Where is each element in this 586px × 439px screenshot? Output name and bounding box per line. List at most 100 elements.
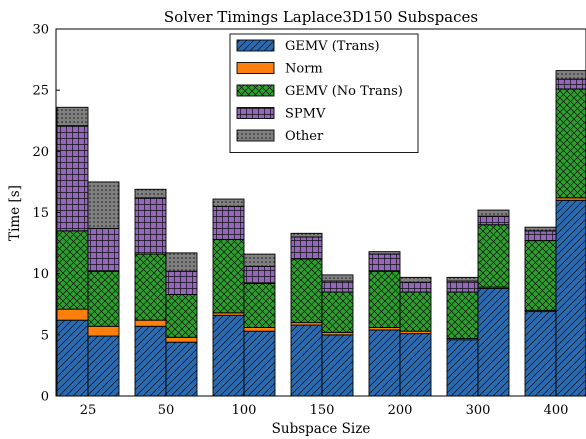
bar-segment-hatch — [291, 258, 322, 323]
bar-segment-hatch — [244, 283, 275, 328]
axes-layer: 0 5 10 15 20 25 30 25 50 100 150 200 300 400 — [32, 23, 586, 418]
bar-segment-hatch — [57, 125, 88, 231]
bar-segment-norm — [57, 309, 88, 321]
bar-segment-norm — [213, 312, 244, 316]
y-tick-label: 25 — [32, 84, 49, 99]
x-tick-label: 300 — [466, 403, 491, 418]
bar-segment-hatch — [213, 239, 244, 313]
bar-segment-hatch — [478, 288, 509, 396]
bar-segment-norm — [166, 337, 197, 343]
bar-segment-outline — [477, 209, 510, 217]
bar-segment-outline — [555, 70, 586, 80]
x-tick-label: 100 — [232, 403, 257, 418]
bar-segment-norm — [400, 331, 431, 334]
bar-segment-norm — [447, 338, 478, 340]
y-tick-label: 10 — [32, 267, 49, 282]
bar-segment-norm — [88, 326, 119, 337]
legend-swatch — [237, 62, 274, 74]
bar-segment-hatch — [400, 277, 431, 283]
bar-segment-hatch — [322, 292, 353, 333]
bar-segment-outline — [368, 251, 401, 255]
bar-segment-outline — [399, 276, 432, 283]
bar-segment-outline — [321, 274, 354, 282]
bar-segment-hatch — [166, 294, 197, 338]
bar-segment-hatch — [369, 251, 400, 255]
y-tick-label: 30 — [32, 23, 49, 38]
bar-segment-hatch — [166, 271, 197, 295]
bar-segment-hatch — [213, 199, 244, 207]
bar-segment-hatch — [135, 254, 166, 321]
bar-segment-hatch — [213, 206, 244, 240]
chart-title: Solver Timings Laplace3D150 Subspaces — [164, 8, 478, 26]
bar-segment-norm — [291, 322, 322, 326]
bar-segment-hatch — [322, 274, 353, 282]
y-tick-label: 20 — [32, 145, 49, 160]
legend-swatch-outline — [236, 107, 275, 119]
x-tick-label: 400 — [544, 403, 569, 418]
bar-segment-norm — [478, 287, 509, 289]
bar-segment-hatch — [213, 315, 244, 396]
bar-segment-hatch — [556, 200, 586, 396]
bar-segment-hatch — [400, 282, 431, 293]
legend-swatch-hatch — [237, 85, 274, 96]
y-tick-label: 15 — [32, 206, 49, 221]
bar-segment-hatch — [369, 254, 400, 272]
bar-segment-hatch — [525, 240, 556, 311]
bar-segment-outline — [290, 232, 323, 238]
bar-segment-hatch — [525, 227, 556, 231]
bar-segment-hatch — [447, 292, 478, 339]
bar-segment-hatch — [244, 331, 275, 396]
bar-segment-hatch — [135, 326, 166, 396]
bar-segment-hatch — [369, 329, 400, 396]
legend-swatch-outline — [236, 39, 275, 52]
bar-segment-hatch — [135, 197, 166, 255]
legend-label: GEMV (Trans) — [285, 39, 380, 54]
bar-segment-hatch — [88, 336, 119, 396]
bar-segment-hatch — [478, 224, 509, 288]
y-tick-label: 0 — [41, 390, 49, 405]
legend-swatch-outline — [236, 129, 275, 142]
legend-swatch-hatch — [237, 130, 274, 141]
bar-segment-hatch — [447, 339, 478, 396]
bar-segment-outline — [243, 253, 276, 267]
bar-segment-norm — [369, 327, 400, 330]
bar-segment-norm — [135, 320, 166, 327]
bar-segment-hatch — [88, 181, 119, 229]
legend-swatch-hatch — [237, 40, 274, 51]
x-tick-label: 150 — [310, 403, 335, 418]
bar-segment-hatch — [369, 271, 400, 328]
legend: GEMV (Trans) Norm GEMV (No Trans) SPMV Other — [229, 33, 419, 153]
bar-segment-hatch — [135, 189, 166, 198]
legend-label: Other — [285, 129, 324, 144]
legend-swatch-outline — [236, 62, 275, 74]
bar-segment-hatch — [291, 233, 322, 237]
bar-segment-hatch — [400, 292, 431, 332]
bar-segment-hatch — [525, 311, 556, 396]
bar-segment-hatch — [556, 88, 586, 198]
bar-segment-outline — [212, 198, 245, 207]
bars-layer — [56, 70, 586, 397]
legend-label: SPMV — [285, 107, 326, 122]
bar-segment-outline — [134, 188, 167, 199]
legend-swatch-outline — [236, 84, 275, 97]
bar-segment-hatch — [400, 333, 431, 396]
bar-segment-hatch — [556, 79, 586, 89]
x-tick-label: 50 — [158, 403, 175, 418]
x-tick-label: 25 — [80, 403, 97, 418]
bar-segment-hatch — [291, 236, 322, 259]
bar-segment-norm — [322, 332, 353, 335]
bar-segment-hatch — [166, 252, 197, 272]
bar-segment-hatch — [322, 334, 353, 396]
bar-segment-norm — [244, 327, 275, 332]
y-tick-label: 5 — [41, 328, 49, 343]
x-tick-label: 200 — [388, 403, 413, 418]
y-axis-label: Time [s] — [7, 185, 23, 241]
bar-segment-hatch — [447, 277, 478, 282]
legend-label: Norm — [285, 62, 323, 77]
bar-segment-hatch — [244, 266, 275, 284]
bar-segment-hatch — [291, 325, 322, 396]
bar-segment-hatch — [447, 281, 478, 293]
bar-segment-hatch — [478, 210, 509, 217]
bar-segment-hatch — [525, 230, 556, 241]
